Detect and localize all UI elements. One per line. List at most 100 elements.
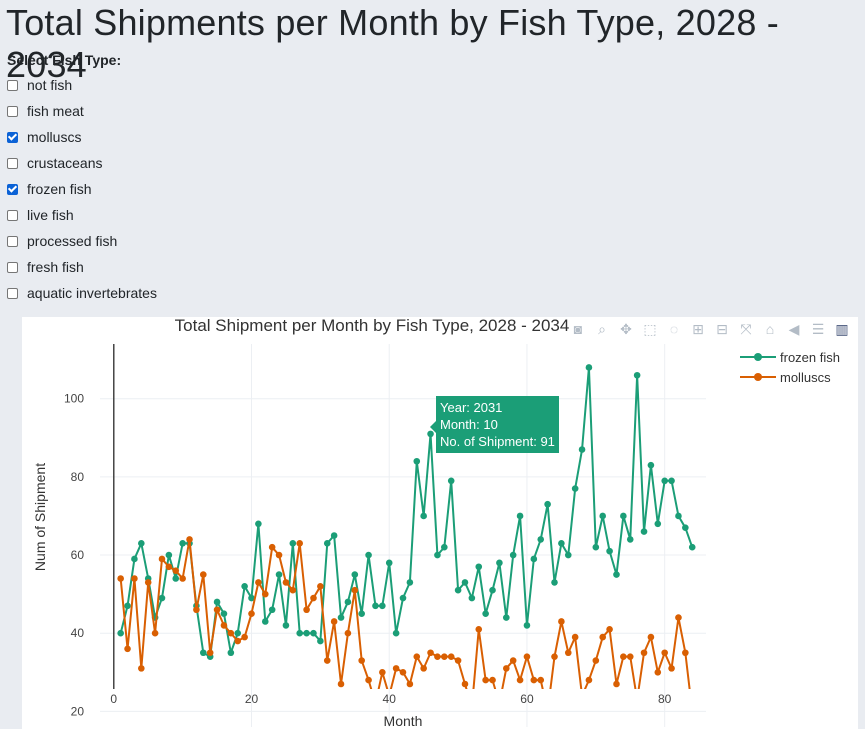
data-point-frozen-fish (158, 594, 166, 602)
data-point-molluscs (606, 625, 613, 633)
box-select-icon[interactable]: ⬚ (643, 321, 657, 337)
data-point-molluscs (406, 680, 414, 688)
zoom-out-icon[interactable]: ⊟ (716, 321, 728, 337)
data-point-frozen-fish (261, 618, 269, 625)
fish-type-option[interactable]: frozen fish (7, 176, 157, 202)
data-point-frozen-fish (475, 563, 483, 571)
data-point-frozen-fish (213, 598, 221, 606)
data-point-frozen-fish (220, 610, 228, 617)
data-point-molluscs (296, 540, 304, 547)
data-point-molluscs (530, 676, 538, 684)
fish-type-option[interactable]: fish meat (7, 98, 157, 124)
data-point-frozen-fish (654, 520, 662, 528)
plotly-logo-icon[interactable]: ▥ (835, 321, 849, 337)
fish-type-checkbox[interactable] (7, 209, 18, 221)
data-point-molluscs (585, 676, 593, 684)
data-point-molluscs (337, 680, 345, 688)
fish-type-checkbox[interactable] (7, 235, 18, 247)
fish-type-checkbox[interactable] (7, 79, 18, 91)
x-axis-label: Month (384, 713, 423, 729)
data-point-frozen-fish (117, 629, 124, 637)
data-point-frozen-fish (282, 622, 290, 629)
data-point-frozen-fish (296, 629, 304, 637)
fish-type-option[interactable]: not fish (7, 72, 157, 98)
data-point-molluscs (227, 629, 235, 637)
fish-type-checkbox[interactable] (7, 287, 18, 299)
data-point-molluscs (158, 555, 166, 563)
fish-type-option[interactable]: molluscs (7, 124, 157, 150)
camera-icon[interactable]: ◙ (573, 321, 583, 337)
data-point-molluscs (213, 606, 221, 614)
data-point-frozen-fish (385, 559, 393, 567)
home-icon[interactable]: ⌂ (765, 321, 775, 337)
data-point-molluscs (261, 590, 269, 598)
data-point-molluscs (255, 579, 262, 586)
data-point-molluscs (661, 649, 668, 657)
data-point-molluscs (647, 633, 655, 641)
data-point-frozen-fish (420, 512, 427, 520)
data-point-frozen-fish (558, 540, 565, 547)
fish-type-checkbox[interactable] (7, 157, 18, 169)
fish-type-option[interactable]: aquatic invertebrates (7, 280, 157, 306)
data-point-frozen-fish (516, 512, 524, 520)
data-point-molluscs (317, 583, 324, 590)
pan-icon[interactable]: ✥ (620, 321, 632, 337)
fish-type-option[interactable]: processed fish (7, 228, 157, 254)
data-point-frozen-fish (633, 371, 641, 379)
data-point-molluscs (117, 575, 124, 582)
data-point-molluscs (310, 594, 317, 602)
data-point-molluscs (241, 633, 248, 641)
data-point-molluscs (551, 653, 558, 660)
data-point-frozen-fish (372, 602, 379, 610)
data-point-frozen-fish (227, 649, 235, 657)
zoom-icon[interactable]: ⌕ (598, 321, 606, 337)
data-point-frozen-fish (351, 571, 359, 578)
plot-modebar: ◙ ⌕ ✥ ⬚ ◌ ⊞ ⊟ ⤧ ⌂ ◀ ☰ ▥ (568, 321, 852, 338)
data-point-molluscs (675, 614, 682, 621)
data-point-frozen-fish (234, 629, 242, 637)
data-point-frozen-fish (530, 555, 538, 563)
data-point-molluscs (365, 676, 372, 684)
legend-item-molluscs[interactable]: molluscs (740, 367, 840, 387)
data-point-molluscs (626, 653, 634, 660)
data-point-frozen-fish (317, 637, 324, 645)
data-point-molluscs (289, 586, 297, 594)
data-point-frozen-fish (392, 629, 400, 637)
y-tick-label: 80 (71, 470, 85, 484)
data-point-molluscs (427, 649, 434, 657)
fish-type-checkbox[interactable] (7, 183, 18, 195)
data-point-molluscs (220, 622, 228, 629)
fish-type-checkbox[interactable] (7, 261, 18, 273)
fish-type-option[interactable]: fresh fish (7, 254, 157, 280)
data-point-frozen-fish (468, 594, 476, 602)
data-point-frozen-fish (620, 512, 627, 520)
data-point-molluscs (640, 649, 648, 657)
fish-type-option[interactable]: live fish (7, 202, 157, 228)
data-point-frozen-fish (682, 524, 689, 531)
zoom-in-icon[interactable]: ⊞ (692, 321, 704, 337)
fish-type-checkbox[interactable] (7, 131, 18, 143)
data-point-frozen-fish (413, 457, 421, 465)
fish-type-option[interactable]: crustaceans (7, 150, 157, 176)
fish-type-checkbox[interactable] (7, 105, 18, 117)
autoscale-icon[interactable]: ⤧ (740, 321, 752, 337)
legend-item-frozen-fish[interactable]: frozen fish (740, 347, 840, 367)
compare-hover-icon[interactable]: ☰ (811, 321, 825, 337)
lasso-icon[interactable]: ◌ (669, 321, 679, 337)
tooltip-shipments: No. of Shipment: 91 (440, 434, 555, 449)
data-point-molluscs (172, 567, 180, 574)
data-point-molluscs (496, 700, 503, 707)
data-point-molluscs (323, 657, 331, 664)
data-point-molluscs (502, 665, 510, 672)
chart-title: Total Shipment per Month by Fish Type, 2… (175, 317, 570, 335)
data-point-frozen-fish (564, 551, 572, 559)
line-chart[interactable]: Total Shipment per Month by Fish Type, 2… (22, 317, 858, 729)
fish-type-checklist: not fish fish meat molluscs crustaceans froz… (7, 72, 157, 306)
fish-type-label: fresh fish (27, 259, 84, 275)
data-point-frozen-fish (179, 540, 186, 547)
spike-lines-icon[interactable]: ◀ (788, 321, 800, 337)
fish-type-label: processed fish (27, 233, 118, 249)
data-point-molluscs (523, 653, 531, 660)
data-point-molluscs (131, 575, 138, 582)
data-point-frozen-fish (585, 364, 593, 371)
